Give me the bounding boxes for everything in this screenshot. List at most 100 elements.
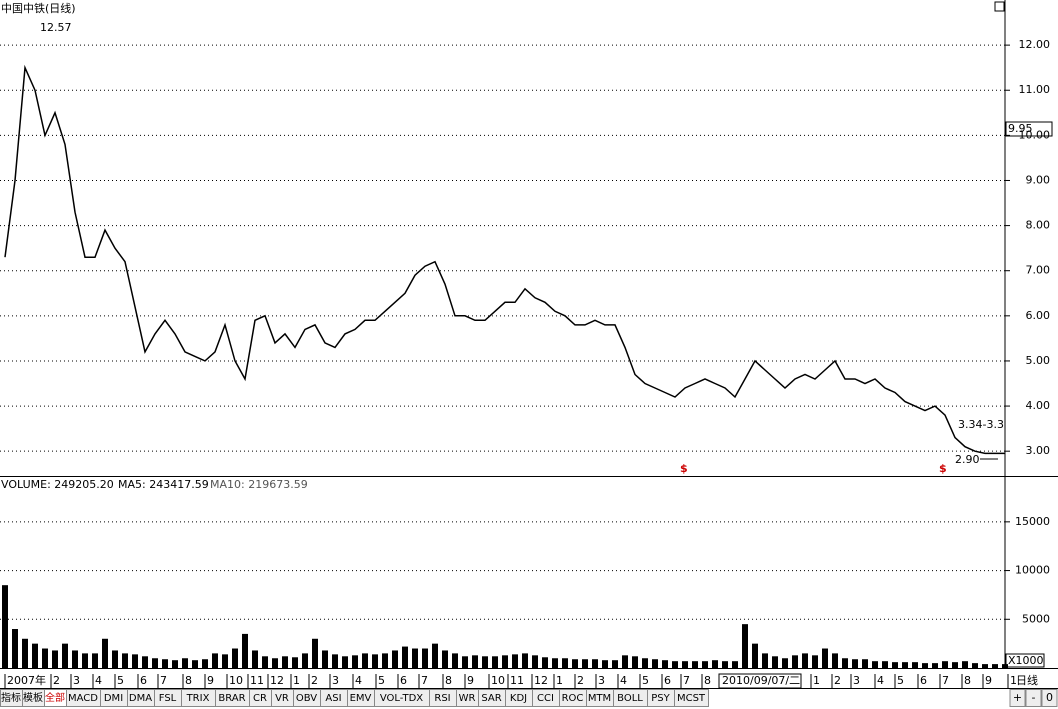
volume-bar (122, 653, 128, 668)
volume-bar (982, 664, 988, 668)
volume-bar (112, 650, 118, 668)
x-tick-label: 1 (293, 674, 300, 687)
volume-bar (462, 656, 468, 668)
volume-bar (812, 655, 818, 668)
volume-bar (922, 663, 928, 668)
price-line (4, 64, 1005, 455)
volume-bar (832, 653, 838, 668)
x-tick-label: 4 (95, 674, 102, 687)
zoom-label[interactable]: 0 (1046, 691, 1053, 704)
x-tick-label: 1 (556, 674, 563, 687)
x-tick-label: 6 (664, 674, 671, 687)
maximize-icon[interactable] (994, 1, 1005, 12)
tab-label[interactable]: VOL-TDX (380, 693, 423, 704)
tab-label[interactable]: BRAR (218, 693, 245, 704)
volume-bar (262, 656, 268, 668)
x-tick-label: 3 (73, 674, 80, 687)
volume-bar (172, 660, 178, 668)
zoom-label[interactable]: - (1032, 691, 1036, 704)
x-tick-label: 2 (311, 674, 318, 687)
tab-label[interactable]: BOLL (617, 693, 643, 704)
zoom-button[interactable] (1041, 689, 1058, 707)
tab-label[interactable]: 模板 (23, 691, 43, 704)
tab-label[interactable]: FSL (159, 693, 177, 704)
volume-bar (912, 662, 918, 668)
volume-bar (952, 662, 958, 668)
price-marker-box (1005, 121, 1053, 137)
tab-label[interactable]: VR (275, 693, 289, 704)
volume-bar (602, 660, 608, 668)
y-tick-label: 8.00 (1026, 219, 1051, 232)
tab[interactable] (674, 689, 709, 707)
x-tick-label: 3 (598, 674, 605, 687)
tab-label[interactable]: 全部 (45, 691, 65, 704)
tab-label[interactable]: WR (459, 693, 476, 704)
volume-bar (512, 654, 518, 668)
volume-bar (802, 653, 808, 668)
tab-label[interactable]: CCI (537, 693, 554, 704)
volume-bar (882, 661, 888, 668)
legend-text: MA10: 219673.59 (210, 478, 308, 491)
x-tick-label: 8 (704, 674, 711, 687)
x-tick-label: 3 (853, 674, 860, 687)
annotation: 12.57 (40, 21, 72, 34)
volume-bar (522, 653, 528, 668)
x-tick-label: 5 (897, 674, 904, 687)
tab-label[interactable]: 指标 (1, 691, 21, 704)
volume-bar (52, 650, 58, 668)
x-tick-label: 11 (250, 674, 264, 687)
volume-bar (232, 648, 238, 668)
volume-bar (722, 661, 728, 668)
tab-label[interactable]: MCST (677, 693, 706, 704)
tab-label[interactable]: RSI (434, 693, 450, 704)
y-tick-label: 10000 (1015, 564, 1050, 577)
volume-bar (12, 629, 18, 668)
volume-bar (72, 650, 78, 668)
x-tick-label: 1 (1010, 674, 1017, 687)
volume-bar (382, 653, 388, 668)
tab-label[interactable]: MTM (588, 693, 611, 704)
volume-bar (642, 658, 648, 668)
volume-bar (392, 650, 398, 668)
volume-bar (762, 653, 768, 668)
volume-bar (332, 654, 338, 668)
volume-bar (612, 660, 618, 668)
tab-label[interactable]: EMV (350, 693, 372, 704)
volume-bar (442, 650, 448, 668)
zoom-label[interactable]: + (1013, 691, 1022, 704)
y-tick-label: 10.00 (1019, 128, 1051, 141)
tab-label[interactable]: DMA (129, 693, 152, 704)
volume-bar (132, 654, 138, 668)
x-tick-label: 3 (332, 674, 339, 687)
x-tick-label: 7 (421, 674, 428, 687)
x-tick-label: 7 (942, 674, 949, 687)
tab-label[interactable]: ASI (325, 693, 341, 704)
volume-bar (622, 655, 628, 668)
tab-label[interactable]: CR (253, 693, 267, 704)
tab-label[interactable]: OBV (296, 693, 317, 704)
x-tick-label: 5 (117, 674, 124, 687)
x-tick-label: 4 (877, 674, 884, 687)
price-marker: 9.95 (1008, 122, 1033, 135)
tab-label[interactable]: PSY (651, 693, 670, 704)
volume-bar (1002, 664, 1008, 668)
annotation: 3.34-3.3 (958, 418, 1004, 431)
tab-label[interactable]: DMI (104, 693, 123, 704)
volume-bar (792, 655, 798, 668)
tab-label[interactable]: ROC (562, 693, 584, 704)
volume-bar (772, 656, 778, 668)
x-tick-label: 6 (400, 674, 407, 687)
volume-bar (192, 660, 198, 668)
volume-bar (372, 654, 378, 668)
volume-bar (942, 661, 948, 668)
tab-label[interactable]: MACD (68, 693, 98, 704)
tab-label[interactable]: SAR (481, 693, 501, 704)
tab-label[interactable]: TRIX (186, 693, 210, 704)
volume-bar (672, 661, 678, 668)
zoom-button[interactable] (1025, 689, 1042, 707)
y-tick-label: 12.00 (1019, 38, 1051, 51)
zoom-button[interactable] (1009, 689, 1026, 707)
volume-bar (932, 663, 938, 668)
tab-label[interactable]: KDJ (510, 693, 527, 704)
